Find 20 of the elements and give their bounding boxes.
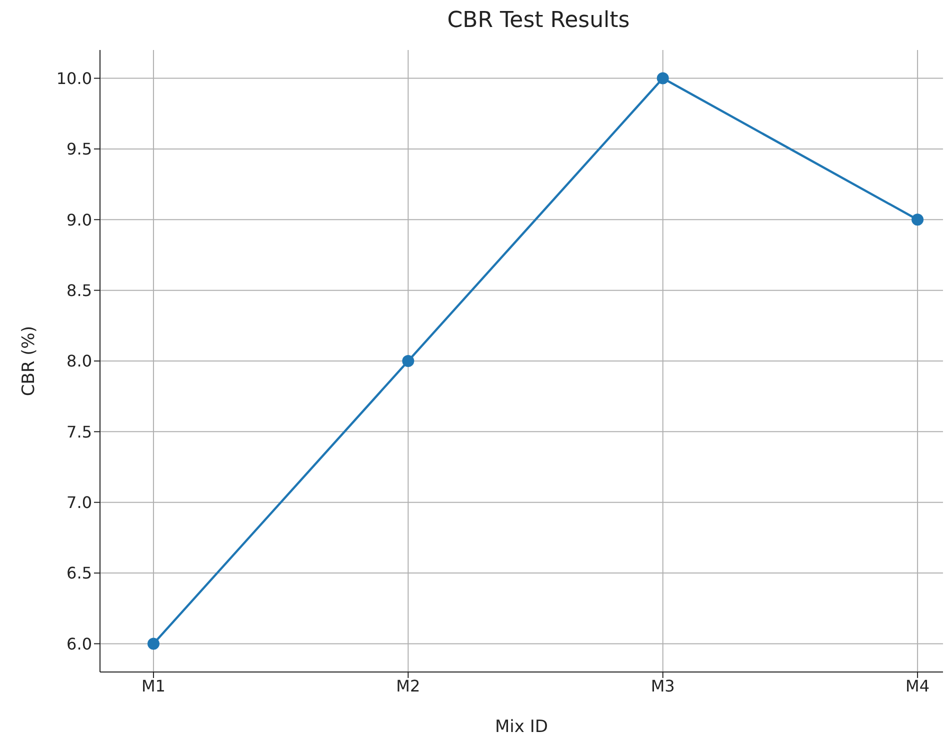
point <box>147 638 160 650</box>
point <box>402 355 414 367</box>
y-tick-label: 6.0 <box>66 634 92 654</box>
x-tick-label: M4 <box>906 676 930 696</box>
y-tick-label: 6.5 <box>66 564 92 583</box>
point <box>912 214 924 226</box>
y-tick-label: 9.5 <box>66 140 92 159</box>
y-tick-label: 7.5 <box>66 422 92 442</box>
y-axis-title: CBR (%) <box>19 326 40 396</box>
y-tick-label: 9.0 <box>66 210 92 230</box>
x-axis-title: Mix ID <box>495 717 548 737</box>
x-tick-label: M1 <box>141 676 166 696</box>
y-tick-label: 8.5 <box>66 281 92 300</box>
x-tick-label: M2 <box>396 676 420 696</box>
y-tick-label: 8.0 <box>66 352 92 371</box>
y-tick-label: 7.0 <box>66 493 92 512</box>
point <box>656 72 669 84</box>
y-tick-label: 10.0 <box>56 68 92 88</box>
x-tick-label: M3 <box>650 676 675 696</box>
chart-title: CBR Test Results <box>446 8 631 35</box>
